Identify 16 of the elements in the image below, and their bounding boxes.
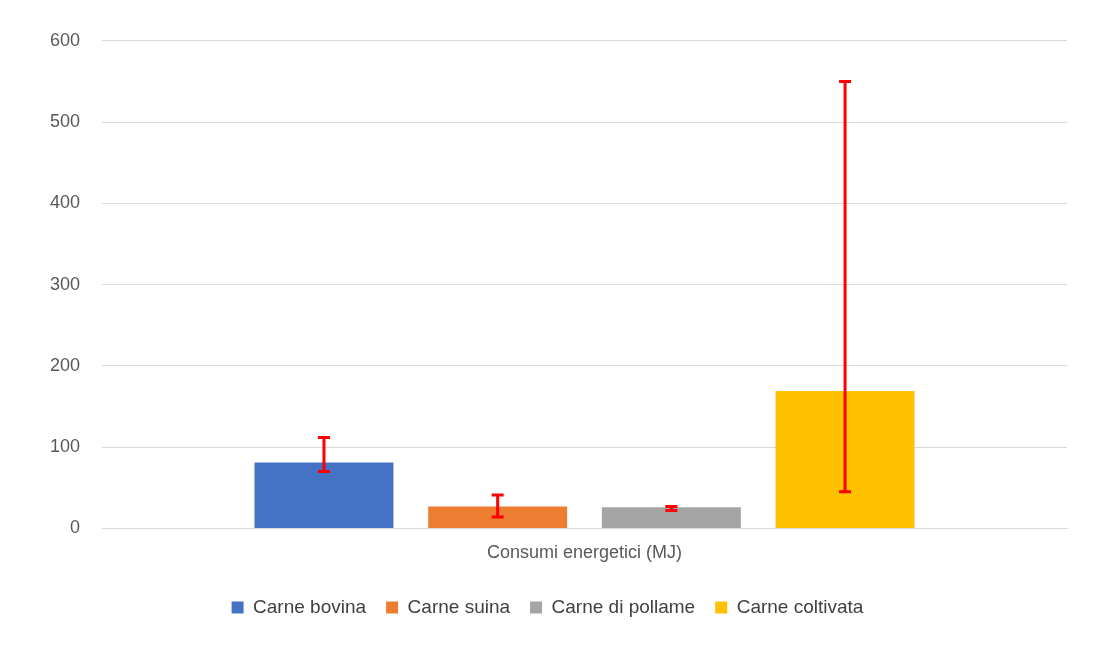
- bar: [254, 462, 394, 528]
- legend-label: Carne suina: [407, 595, 511, 617]
- legend-label: Carne bovina: [253, 595, 367, 617]
- legend-label: Carne di pollame: [551, 595, 696, 617]
- y-tick-label: 600: [49, 29, 81, 50]
- y-tick-label: 0: [70, 517, 81, 538]
- y-tick-label: 300: [49, 273, 81, 294]
- bar: [601, 507, 741, 528]
- y-tick-label: 400: [49, 192, 81, 213]
- x-tick-label: Consumi energetici (MJ): [486, 542, 683, 563]
- bar: [428, 506, 568, 528]
- y-tick-label: 200: [49, 354, 81, 375]
- legend-label: Carne coltivata: [736, 595, 864, 617]
- y-tick-label: 500: [49, 111, 81, 132]
- bar: [775, 391, 915, 528]
- y-tick-label: 100: [49, 436, 81, 457]
